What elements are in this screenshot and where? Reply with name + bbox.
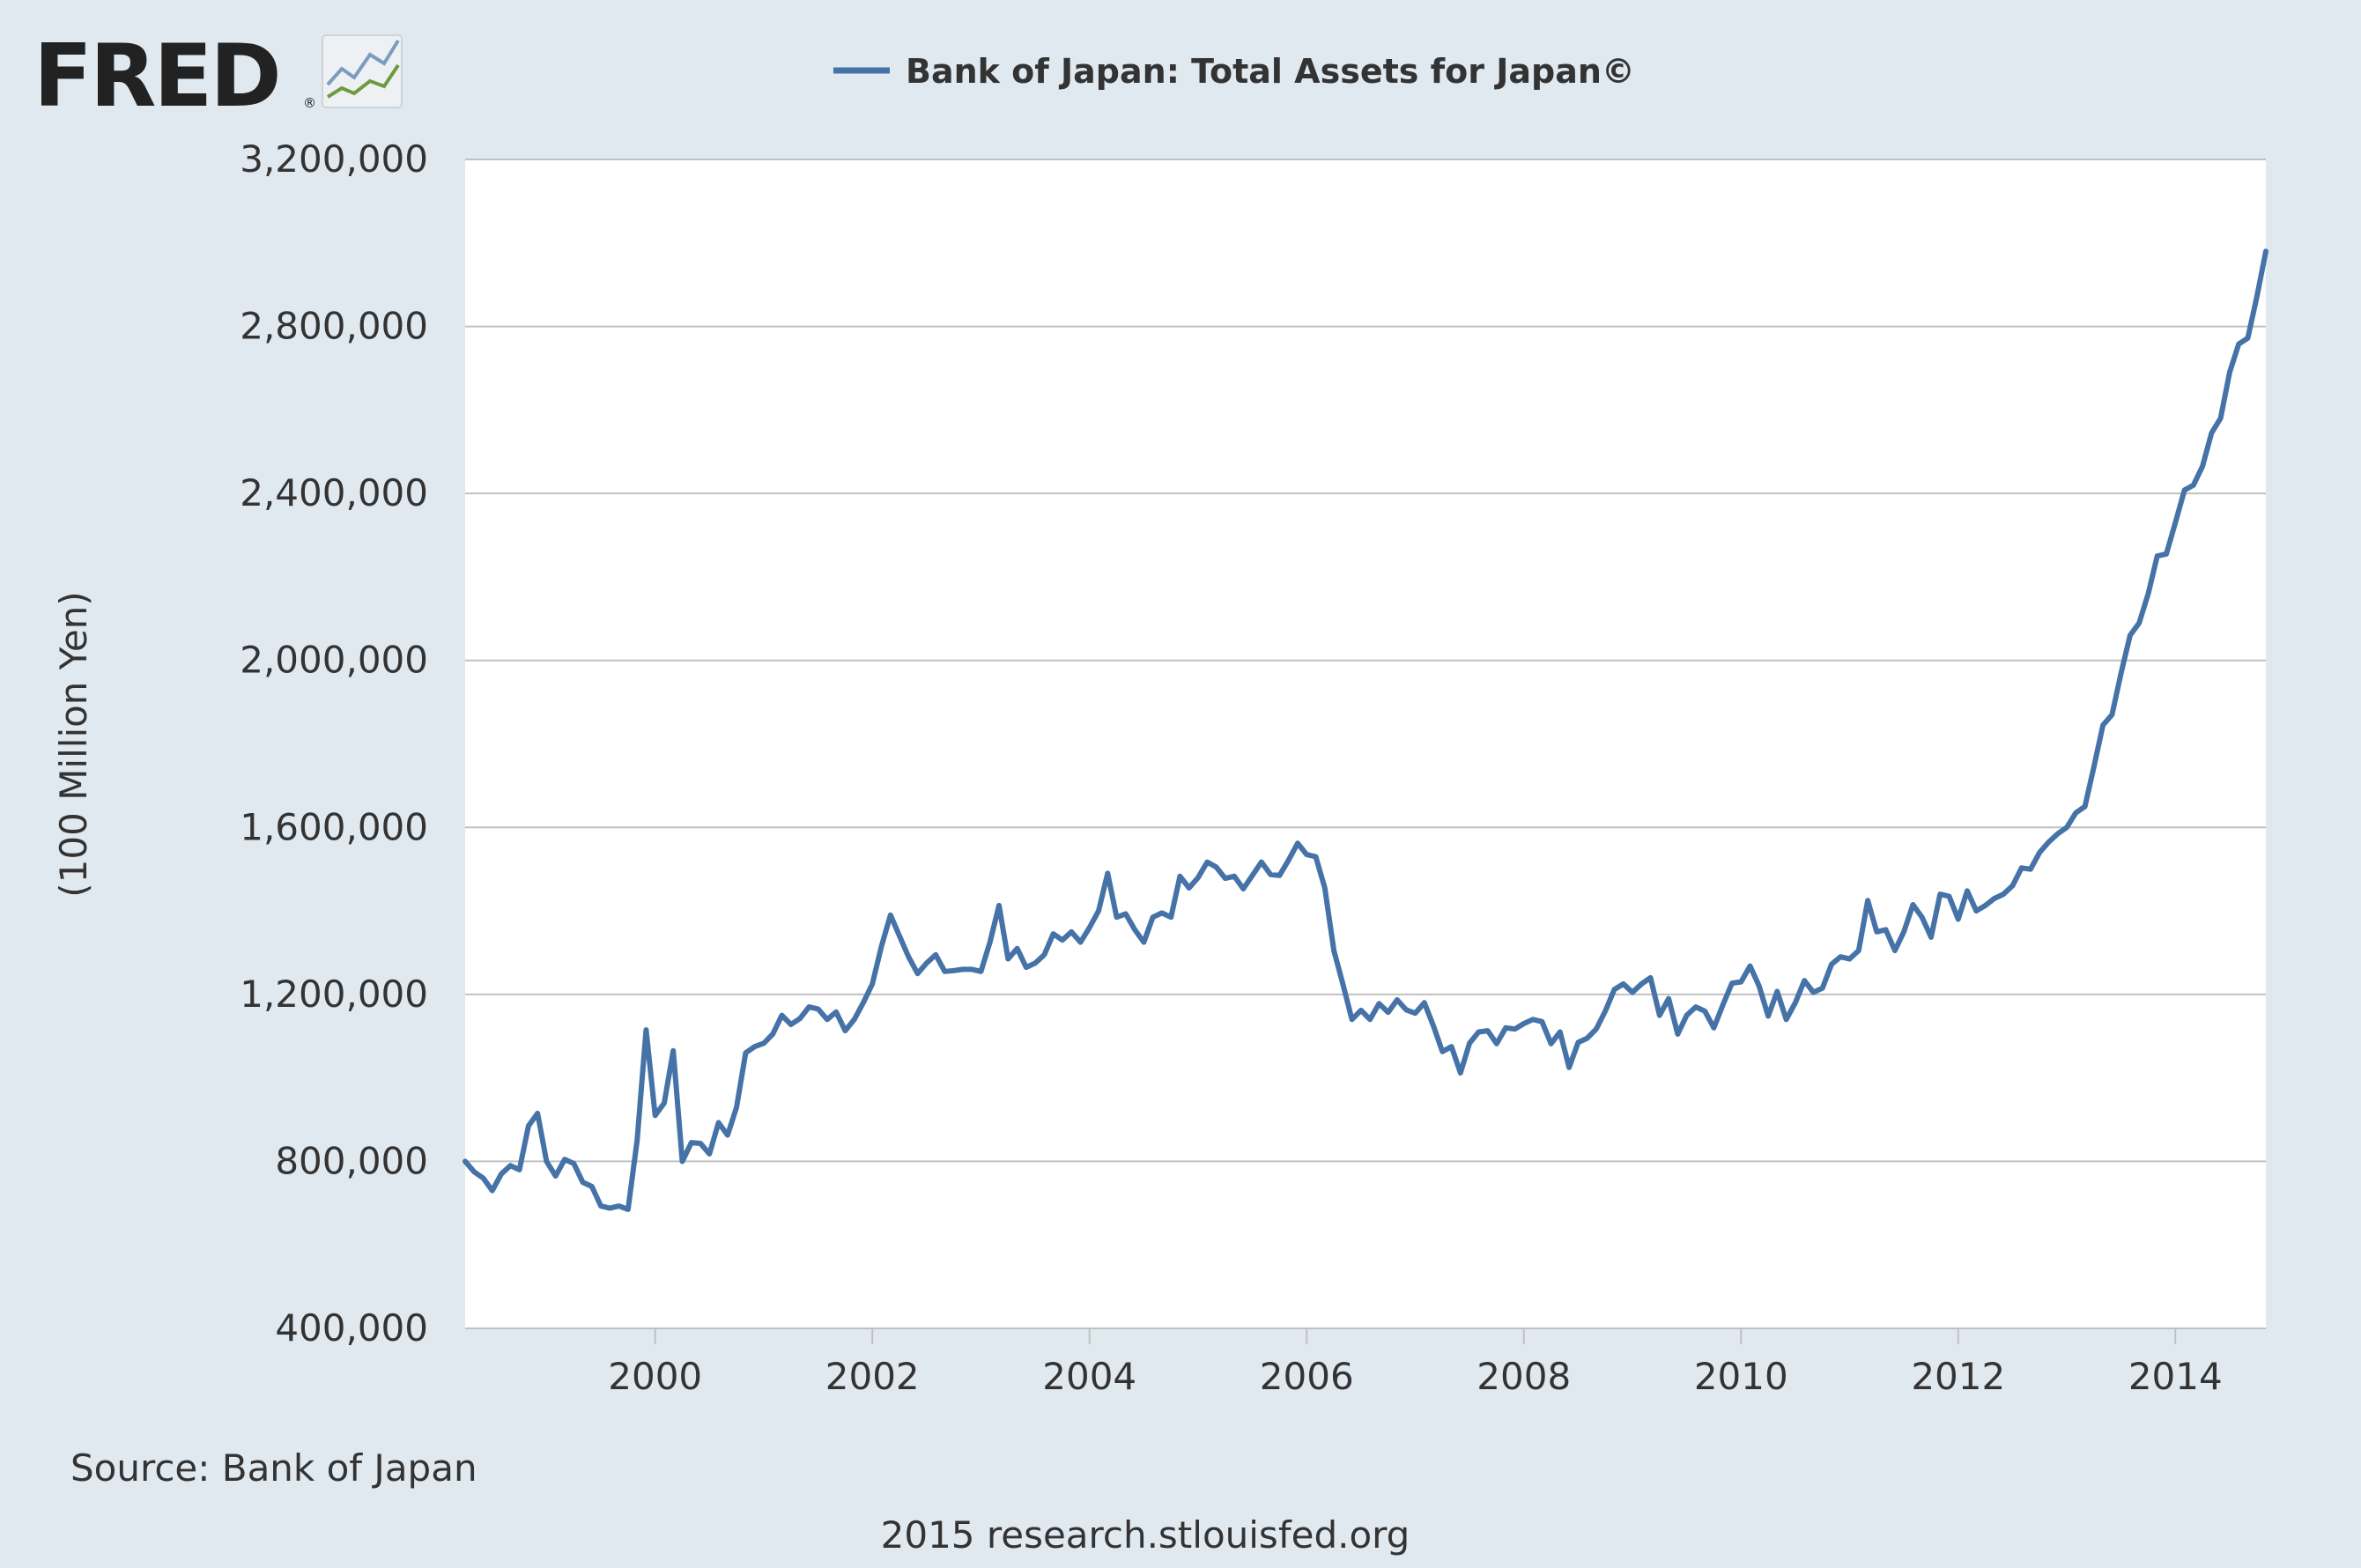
x-tick-label: 2010 bbox=[1694, 1355, 1788, 1398]
series-line bbox=[463, 248, 2268, 1212]
y-axis: 400,000 800,000 1,200,000 1,600,000 2,000,00… bbox=[240, 137, 428, 1350]
y-tick-label: 2,800,000 bbox=[240, 305, 428, 348]
y-tick-label: 1,200,000 bbox=[240, 973, 428, 1016]
y-tick-label: 2,400,000 bbox=[240, 471, 428, 514]
fred-logo-graph-icon bbox=[322, 34, 403, 108]
series-group bbox=[463, 248, 2268, 1212]
y-tick-label: 800,000 bbox=[275, 1139, 428, 1182]
credit-note[interactable]: 2015 research.stlouisfed.org bbox=[881, 1513, 1410, 1557]
y-tick-label: 2,000,000 bbox=[240, 639, 428, 682]
y-tick-label: 3,200,000 bbox=[240, 137, 428, 181]
x-tick-label: 2008 bbox=[1477, 1355, 1571, 1398]
gridlines bbox=[465, 159, 2266, 1163]
legend-series-label: Bank of Japan: Total Assets for Japan© bbox=[906, 52, 1635, 91]
y-axis-title: (100 Million Yen) bbox=[52, 591, 95, 897]
source-note: Source: Bank of Japan bbox=[70, 1446, 477, 1490]
plot-area bbox=[465, 159, 2266, 1328]
x-tick-label: 2000 bbox=[608, 1355, 702, 1398]
y-tick-label: 1,600,000 bbox=[240, 805, 428, 848]
fred-logo-registered-mark: ® bbox=[303, 95, 316, 111]
x-tick-label: 2004 bbox=[1042, 1355, 1136, 1398]
chart-legend[interactable]: Bank of Japan: Total Assets for Japan© bbox=[833, 52, 1635, 91]
x-tick-label: 2012 bbox=[1911, 1355, 2005, 1398]
fred-logo[interactable]: FRED ® bbox=[33, 26, 403, 127]
x-tick-label: 2002 bbox=[825, 1355, 920, 1398]
x-tick-label: 2014 bbox=[2128, 1355, 2223, 1398]
y-tick-label: 400,000 bbox=[275, 1306, 428, 1350]
x-tick-label: 2006 bbox=[1260, 1355, 1354, 1398]
fred-logo-text: FRED bbox=[33, 26, 279, 127]
x-axis: 2000 2002 2004 2006 2008 2010 2012 2014 bbox=[465, 1328, 2266, 1398]
